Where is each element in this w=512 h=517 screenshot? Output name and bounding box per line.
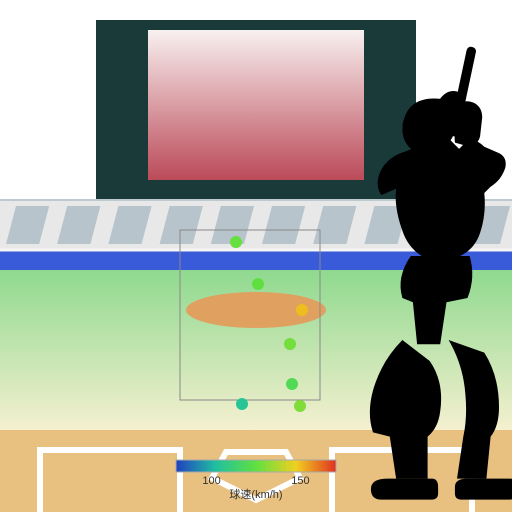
colorbar-label: 球速(km/h) xyxy=(229,487,282,501)
pitch-marker xyxy=(252,278,264,290)
colorbar xyxy=(176,460,336,472)
colorbar-tick: 100 xyxy=(202,475,220,487)
colorbar-tick: 150 xyxy=(291,475,309,487)
pitch-location-chart: 100 150 球速(km/h) xyxy=(0,0,512,512)
scoreboard-screen xyxy=(148,30,364,180)
pitch-marker xyxy=(284,338,296,350)
pitch-marker xyxy=(236,398,248,410)
scene-svg: 100 150 球速(km/h) xyxy=(0,0,512,512)
pitch-marker xyxy=(286,378,298,390)
pitch-marker xyxy=(296,304,308,316)
pitch-marker xyxy=(294,400,306,412)
pitch-marker xyxy=(230,236,242,248)
